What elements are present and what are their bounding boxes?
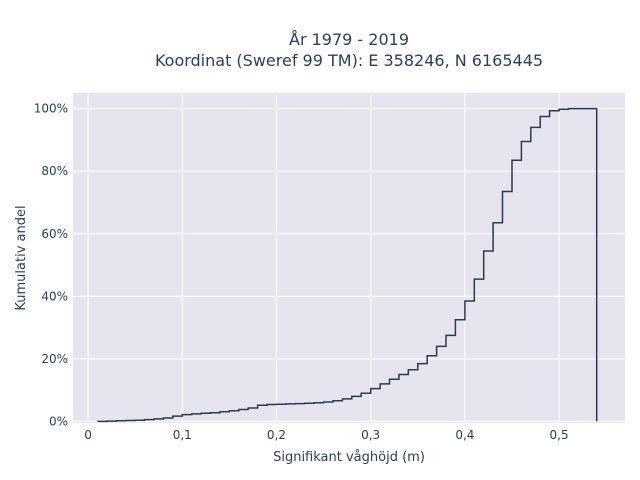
x-tick-labels: 0 0,1 0,2 0,3 0,4 0,5 — [84, 428, 568, 442]
y-tick-label: 80% — [41, 164, 68, 178]
grid-lines — [73, 93, 625, 423]
x-tick-label: 0,2 — [267, 428, 286, 442]
x-tick-label: 0,5 — [550, 428, 569, 442]
cdf-step-line — [97, 107, 598, 423]
x-tick-label: 0 — [84, 428, 92, 442]
y-axis-label: Kumulativ andel — [14, 205, 29, 310]
x-axis-label: Signifikant våghöjd (m) — [273, 450, 425, 465]
y-tick-label: 20% — [41, 352, 68, 366]
y-tick-label: 40% — [41, 289, 68, 303]
chart-title-line1: År 1979 - 2019 — [289, 30, 409, 49]
chart-title-line2: Koordinat (Sweref 99 TM): E 358246, N 61… — [155, 51, 543, 70]
plot-area — [73, 93, 625, 423]
y-tick-label: 60% — [41, 227, 68, 241]
x-tick-label: 0,4 — [455, 428, 474, 442]
y-tick-labels: 0% 20% 40% 60% 80% 100% — [34, 102, 68, 429]
x-tick-label: 0,3 — [361, 428, 380, 442]
x-tick-label: 0,1 — [173, 428, 192, 442]
y-tick-label: 0% — [49, 414, 68, 428]
y-tick-label: 100% — [34, 102, 68, 116]
